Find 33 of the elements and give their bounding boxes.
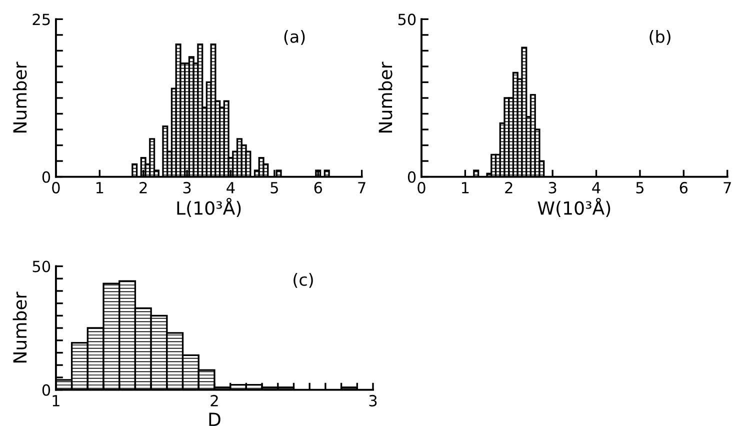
y-axis-title: Number <box>378 62 392 132</box>
annotation: (a) <box>284 30 305 45</box>
x-tick-label: 7 <box>358 182 366 194</box>
x-tick-label: 5 <box>636 182 644 194</box>
x-tick-label: 3 <box>548 182 556 194</box>
y-tick-label: 50 <box>32 260 50 272</box>
x-axis-title: D <box>209 412 220 426</box>
y-tick-label: 0 <box>42 384 50 396</box>
x-tick-label: 6 <box>314 182 322 194</box>
x-tick-label: 0 <box>52 182 60 194</box>
annotation: (c) <box>294 273 313 288</box>
y-tick-label: 50 <box>398 14 416 26</box>
x-tick-label: 4 <box>226 182 235 194</box>
y-tick-label: 0 <box>42 171 50 183</box>
x-tick-label: 7 <box>724 182 731 194</box>
y-axis-title: Number <box>12 292 27 363</box>
x-tick-label: 5 <box>270 182 278 194</box>
x-tick-label: 2 <box>210 394 218 406</box>
x-tick-label: 3 <box>183 182 191 194</box>
x-tick-label: 2 <box>140 182 147 194</box>
x-axis-title: L(10³Å) <box>177 198 241 217</box>
x-tick-label: 3 <box>369 394 377 406</box>
x-tick-label: 1 <box>52 395 60 406</box>
x-tick-label: 0 <box>418 182 426 194</box>
x-tick-label: 1 <box>462 182 469 194</box>
y-axis-title: Number <box>12 62 27 132</box>
x-tick-label: 6 <box>680 182 688 194</box>
x-tick-label: 4 <box>592 182 600 194</box>
x-tick-label: 2 <box>505 182 512 194</box>
x-axis-title: W(10³Å) <box>538 198 610 217</box>
y-tick-label: 25 <box>32 14 50 26</box>
x-tick-label: 1 <box>96 182 104 194</box>
annotation: (b) <box>650 30 670 45</box>
